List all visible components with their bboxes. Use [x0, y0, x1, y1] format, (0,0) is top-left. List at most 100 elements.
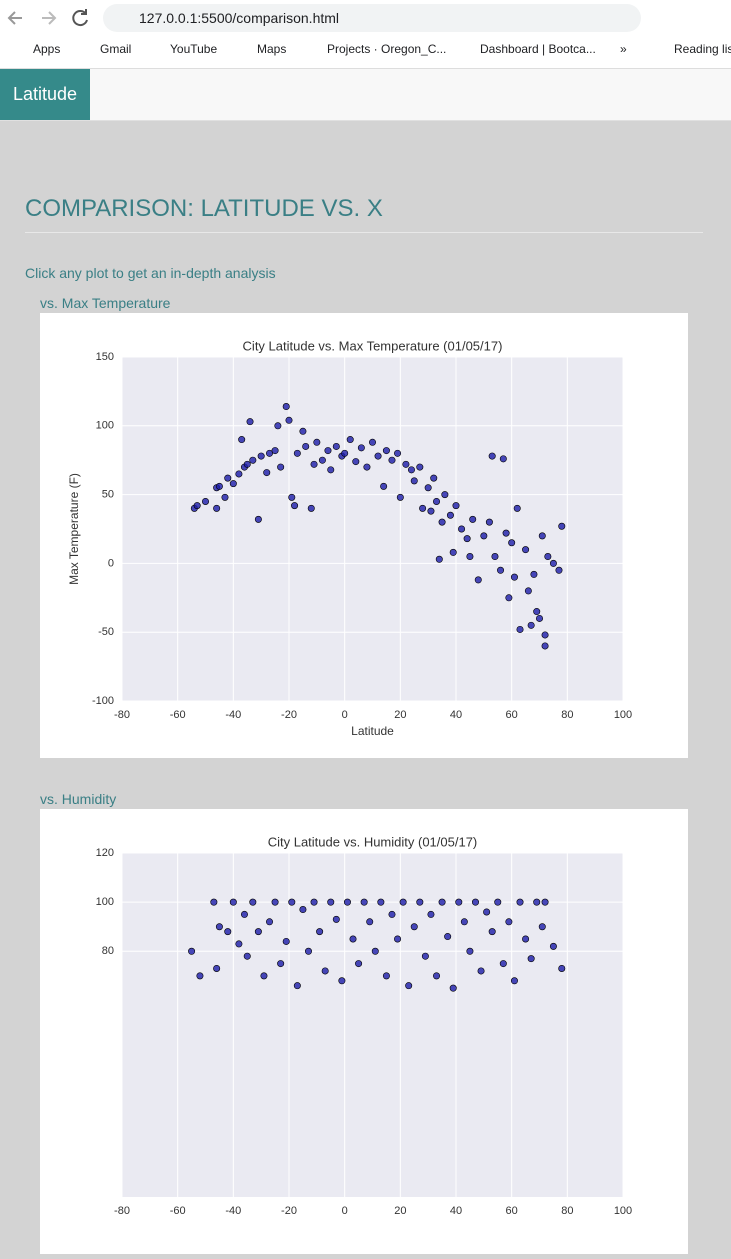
bookmark[interactable]: Gmail — [100, 42, 132, 56]
scatter-point — [316, 928, 324, 936]
scatter-point — [238, 436, 246, 444]
scatter-point — [399, 898, 407, 906]
scatter-point — [533, 608, 541, 616]
section-label[interactable]: vs. Max Temperature — [40, 295, 171, 311]
plot-card[interactable]: -80 -60 -40 -20 0 20 40 60 80 100 -100 -50 0 50 100 150… — [40, 313, 688, 758]
scatter-point — [288, 493, 296, 501]
scatter-point — [338, 977, 346, 985]
scatter-point — [271, 898, 279, 906]
y-tick-label: 50 — [102, 489, 114, 501]
scatter-point — [483, 908, 491, 916]
scatter-point — [235, 470, 243, 478]
scatter-point — [541, 642, 549, 650]
brand[interactable]: Latitude — [0, 69, 90, 120]
scatter-point — [299, 906, 307, 914]
bookmark[interactable]: Projects · Oregon_C... — [327, 42, 447, 56]
page-title: COMPARISON: LATITUDE VS. X — [25, 195, 383, 222]
y-tick-label: 150 — [96, 351, 114, 363]
url[interactable]: 127.0.0.1:5500/comparison.html — [139, 10, 340, 26]
y-tick-label: -50 — [98, 626, 114, 638]
plot-area — [122, 357, 623, 701]
plot-card[interactable]: -80 -60 -40 -20 0 20 40 60 80 100 80 100 120 City Lat… — [40, 809, 688, 1254]
scatter-point — [355, 960, 363, 968]
scatter-point — [382, 447, 390, 455]
scatter-point — [304, 947, 312, 955]
scatter-point — [224, 474, 232, 482]
scatter-point — [458, 525, 466, 533]
scatter-point — [430, 474, 438, 482]
scatter-point — [260, 972, 268, 980]
scatter-point — [371, 947, 379, 955]
scatter-point — [477, 967, 485, 975]
scatter-point — [394, 935, 402, 943]
section-label[interactable]: vs. Humidity — [40, 791, 117, 807]
chart-title: City Latitude vs. Humidity (01/05/17) — [268, 834, 478, 849]
x-tick-label: 20 — [394, 1205, 406, 1217]
x-tick-label: 60 — [506, 709, 518, 721]
scatter-point — [424, 484, 432, 492]
x-tick-label: 0 — [342, 709, 348, 721]
scatter-point — [352, 458, 360, 466]
scatter-point — [522, 546, 530, 554]
bookmark[interactable]: Dashboard | Bootca... — [480, 42, 596, 56]
scatter-point — [405, 982, 413, 990]
scatter-point — [263, 469, 271, 477]
scatter-point — [444, 933, 452, 941]
scatter-point — [433, 497, 441, 505]
scatter-point — [438, 518, 446, 526]
scatter-point — [210, 898, 218, 906]
x-tick-label: 100 — [614, 1205, 632, 1217]
scatter-point — [246, 418, 254, 426]
scatter-point — [502, 529, 510, 537]
scatter-point — [471, 898, 479, 906]
bookmark[interactable]: Maps — [257, 42, 287, 56]
scatter-point — [243, 460, 251, 468]
scatter-point — [277, 960, 285, 968]
scatter-point — [449, 984, 457, 992]
scatter-point — [249, 456, 257, 464]
scatter-point — [527, 955, 535, 963]
address-bar[interactable]: 127.0.0.1:5500/comparison.html — [103, 4, 641, 32]
scatter-point — [282, 403, 290, 411]
scatter-point — [480, 532, 488, 540]
scatter-point — [327, 898, 335, 906]
scatter-point — [377, 898, 385, 906]
scatter-point — [416, 463, 424, 471]
scatter-point — [327, 466, 335, 474]
scatter-point — [549, 942, 557, 950]
scatter-point — [332, 442, 340, 450]
scatter-point — [460, 918, 468, 926]
scatter-point — [463, 535, 471, 543]
scatter-point — [293, 449, 301, 457]
x-tick-label: -80 — [114, 709, 130, 721]
scatter-point — [441, 491, 449, 499]
scatter-point — [508, 539, 516, 547]
bookmark-more[interactable]: » — [620, 42, 627, 56]
scatter-point — [254, 928, 262, 936]
scatter-point — [343, 898, 351, 906]
scatter-point — [266, 918, 274, 926]
x-tick-label: 40 — [450, 1205, 462, 1217]
chart-title: City Latitude vs. Max Temperature (01/05… — [243, 338, 503, 353]
scatter-point — [240, 910, 248, 918]
scatter-point — [249, 898, 257, 906]
scatter-point — [396, 493, 404, 501]
scatter-point — [410, 477, 418, 485]
nav-buttons[interactable] — [0, 0, 100, 36]
scatter-point — [530, 570, 538, 578]
scatter-point — [346, 436, 354, 444]
scatter-point — [410, 923, 418, 931]
scatter-point — [235, 940, 243, 948]
bookmark[interactable]: Reading list — [674, 42, 731, 56]
scatter-point — [446, 511, 454, 519]
divider — [25, 232, 703, 233]
scatter-point — [229, 480, 237, 488]
chart[interactable]: -80 -60 -40 -20 0 20 40 60 80 100 -100 -50 0 50 100 150… — [40, 313, 688, 758]
x-tick-label: 100 — [614, 709, 632, 721]
scatter-point — [533, 898, 541, 906]
bookmark[interactable]: Apps — [33, 42, 61, 56]
scatter-point — [541, 631, 549, 639]
chart[interactable]: -80 -60 -40 -20 0 20 40 60 80 100 80 100 120 City Lat… — [40, 809, 688, 1254]
bookmark[interactable]: YouTube — [170, 42, 218, 56]
